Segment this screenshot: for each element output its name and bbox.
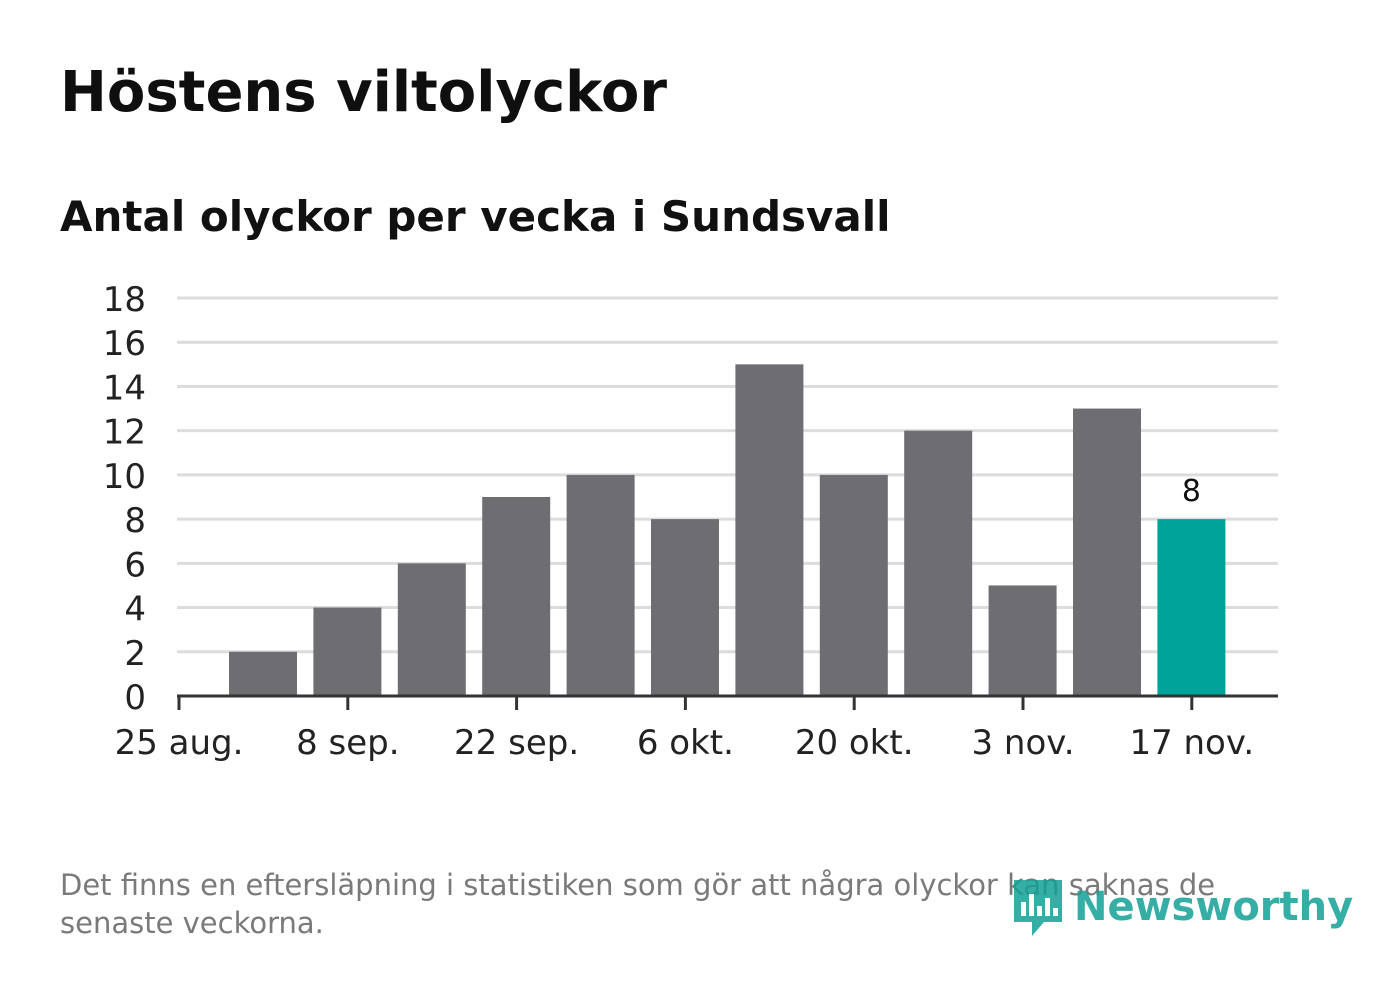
- y-tick-label: 16: [103, 324, 146, 364]
- data-label: 8: [1182, 474, 1201, 509]
- x-tick-label: 6 okt.: [637, 723, 734, 763]
- bar: [313, 607, 382, 696]
- bar: [651, 519, 719, 696]
- bar: [819, 474, 888, 696]
- bar: [988, 585, 1057, 696]
- bar: [904, 430, 973, 696]
- bar: [566, 474, 635, 696]
- y-tick-label: 8: [124, 501, 146, 541]
- newsworthy-logo-text: Newsworthy: [1074, 884, 1354, 930]
- bar: [735, 364, 804, 696]
- bar: [482, 497, 551, 696]
- y-tick-label: 2: [124, 634, 146, 674]
- y-tick-label: 4: [124, 590, 146, 630]
- y-tick-label: 14: [103, 368, 146, 408]
- y-tick-label: 10: [103, 457, 146, 497]
- x-tick-label: 20 okt.: [795, 723, 914, 763]
- y-tick-label: 0: [124, 678, 146, 718]
- newsworthy-logo: Newsworthy: [1010, 876, 1353, 938]
- x-tick-label: 22 sep.: [454, 723, 579, 763]
- x-tick-label: 25 aug.: [115, 723, 244, 763]
- chart-title: Höstens viltolyckor: [60, 60, 667, 125]
- bar: [1157, 519, 1226, 696]
- bar: [397, 563, 466, 696]
- newsworthy-logo-icon: [1014, 880, 1062, 936]
- x-tick-label: 8 sep.: [296, 723, 399, 763]
- x-tick-label: 3 nov.: [971, 723, 1074, 763]
- bar: [229, 651, 297, 696]
- x-tick-label: 17 nov.: [1129, 723, 1254, 763]
- y-tick-label: 6: [124, 545, 146, 585]
- y-tick-label: 18: [103, 280, 146, 320]
- y-tick-label: 12: [103, 413, 146, 453]
- chart-subtitle: Antal olyckor per vecka i Sundsvall: [60, 192, 891, 241]
- bar: [1073, 408, 1141, 696]
